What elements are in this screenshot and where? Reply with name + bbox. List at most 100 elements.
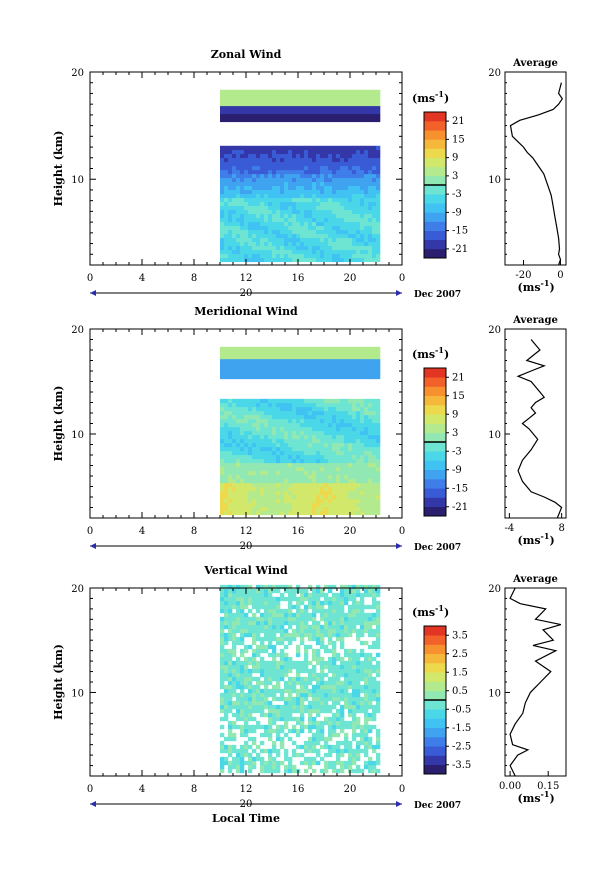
heatmap-cell <box>312 704 317 710</box>
heatmap-cell <box>224 462 229 468</box>
heatmap-cell <box>372 466 377 472</box>
unit-close: ) <box>549 281 554 294</box>
heatmap-cell <box>264 213 269 219</box>
heatmap-cell <box>276 628 281 634</box>
heatmap-cell <box>364 490 369 496</box>
heatmap-cell <box>364 624 369 630</box>
heatmap-cell <box>308 474 313 480</box>
heatmap-cell <box>264 113 269 119</box>
heatmap-cell <box>348 612 353 618</box>
heatmap-cell <box>256 430 261 436</box>
heatmap-cell <box>372 644 377 650</box>
heatmap-cell <box>348 362 353 368</box>
heatmap-cell <box>316 632 321 638</box>
heatmap-cell <box>280 584 285 590</box>
heatmap-cell <box>260 213 265 219</box>
heatmap-cell <box>344 704 349 710</box>
heatmap-cell <box>352 221 357 227</box>
heatmap-cell <box>228 241 233 247</box>
heatmap-cell <box>340 616 345 622</box>
heatmap-cell <box>304 354 309 360</box>
heatmap-cell <box>280 724 285 730</box>
heatmap-cell <box>268 764 273 770</box>
average-title: Average <box>512 315 558 326</box>
heatmap-cell <box>320 442 325 448</box>
heatmap-cell <box>240 652 245 658</box>
heatmap-cell <box>244 502 249 508</box>
heatmap-cell <box>276 438 281 444</box>
heatmap-cell <box>232 153 237 159</box>
heatmap-cell <box>232 117 237 123</box>
heatmap-cell <box>352 680 357 686</box>
heatmap-cell <box>304 462 309 468</box>
heatmap-cell <box>372 422 377 428</box>
heatmap-cell <box>228 350 233 356</box>
heatmap-cell <box>272 740 277 746</box>
heatmap-cell <box>308 358 313 364</box>
heatmap-cell <box>312 724 317 730</box>
heatmap-cell <box>360 165 365 171</box>
heatmap-cell <box>280 446 285 452</box>
heatmap-cell <box>228 410 233 416</box>
heatmap-cell <box>292 724 297 730</box>
heatmap-cell <box>292 740 297 746</box>
heatmap-cell <box>228 181 233 187</box>
heatmap-cell <box>360 486 365 492</box>
heatmap-cell <box>268 253 273 259</box>
heatmap-cell <box>320 466 325 472</box>
heatmap-cell <box>300 89 305 95</box>
heatmap-cell <box>228 724 233 730</box>
heatmap-cell <box>364 197 369 203</box>
heatmap-cell <box>288 506 293 512</box>
heatmap-cell <box>236 470 241 476</box>
heatmap-cell <box>276 446 281 452</box>
heatmap-cell <box>268 217 273 223</box>
heatmap-cell <box>376 728 381 734</box>
heatmap-cell <box>328 257 333 263</box>
heatmap-cell <box>236 592 241 598</box>
heatmap-cell <box>368 213 373 219</box>
heatmap-cell <box>316 712 321 718</box>
heatmap-cell <box>312 624 317 630</box>
heatmap-cell <box>220 229 225 235</box>
heatmap-cell <box>340 181 345 187</box>
heatmap-cell <box>244 704 249 710</box>
heatmap-cell <box>224 430 229 436</box>
heatmap-cell <box>304 660 309 666</box>
heatmap-cell <box>272 257 277 263</box>
heatmap-cell <box>308 346 313 352</box>
heatmap-cell <box>352 676 357 682</box>
heatmap-cell <box>332 768 337 774</box>
heatmap-cell <box>236 486 241 492</box>
heatmap-cell <box>236 185 241 191</box>
heatmap-cell <box>224 510 229 516</box>
heatmap-cell <box>348 584 353 590</box>
heatmap-cell <box>356 688 361 694</box>
heatmap-cell <box>240 510 245 516</box>
heatmap-cell <box>292 237 297 243</box>
unit-base: (ms <box>518 281 541 294</box>
heatmap-cell <box>300 490 305 496</box>
heatmap-cell <box>344 350 349 356</box>
heatmap-cell <box>328 728 333 734</box>
heatmap-cell <box>248 358 253 364</box>
heatmap-cell <box>328 426 333 432</box>
heatmap-cell <box>340 668 345 674</box>
heatmap-cell <box>232 498 237 504</box>
heatmap-cell <box>360 748 365 754</box>
heatmap-cell <box>256 370 261 376</box>
colorbar-swatch <box>424 469 446 480</box>
heatmap-cell <box>236 660 241 666</box>
heatmap-cell <box>232 157 237 163</box>
heatmap-cell <box>364 209 369 215</box>
heatmap-cell <box>236 350 241 356</box>
colorbar-tick-label: 3 <box>452 428 458 439</box>
heatmap-cell <box>284 704 289 710</box>
heatmap-cell <box>304 221 309 227</box>
heatmap-cell <box>344 596 349 602</box>
heatmap-cell <box>372 446 377 452</box>
heatmap-cell <box>244 680 249 686</box>
heatmap-cell <box>316 676 321 682</box>
heatmap-cell <box>228 161 233 167</box>
heatmap-cell <box>368 165 373 171</box>
